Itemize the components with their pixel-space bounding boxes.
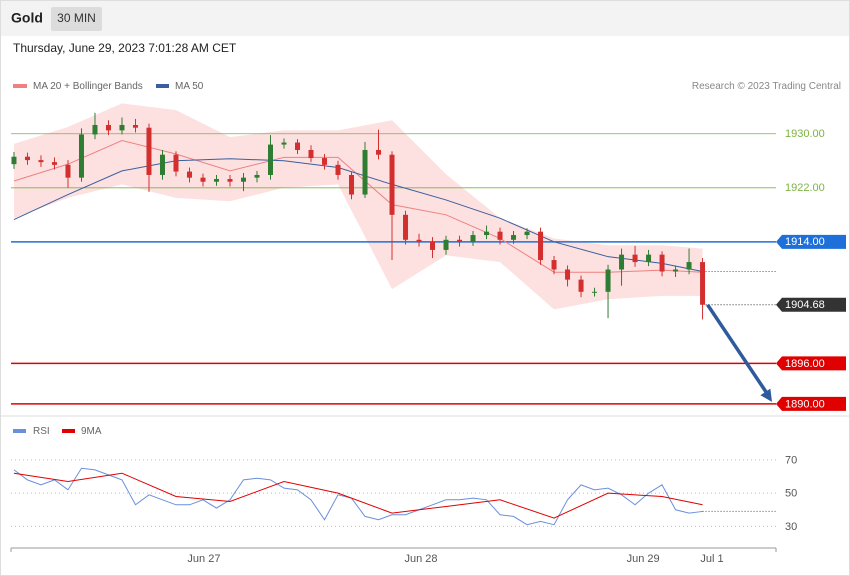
candle-body [146,127,152,175]
candle-body [646,254,652,263]
candle-body [92,124,98,135]
candle-body [565,269,571,280]
candle-body [295,142,301,150]
candle-body [592,291,598,293]
candle-body [78,134,84,178]
candle-body [632,254,638,263]
level-tag [776,234,846,249]
interval-label[interactable]: 30 MIN [57,11,96,25]
candle-body [484,231,490,236]
candle-body [254,174,260,178]
last-price-label: 1904.68 [785,299,825,311]
x-tick-label: Jul 1 [700,553,723,565]
candle-body [105,124,111,131]
interval-button[interactable] [51,7,102,31]
header-bar [1,1,849,36]
legend-swatch [13,84,27,88]
candle-body [349,174,355,195]
candle-body [240,177,246,182]
candle-body [132,124,138,128]
forecast-arrow-head [760,388,772,402]
candle-body [389,154,395,215]
candle-body [403,214,409,240]
candle-body [200,177,206,182]
legend-label: MA 50 [175,81,204,92]
candle-body [578,279,584,292]
candle-body [619,254,625,270]
legend-swatch [62,429,75,433]
candle-body [227,179,233,182]
candle-body [538,231,544,261]
indicator-line [13,472,703,519]
y-tick-label: 70 [785,454,797,466]
candle-body [700,262,706,305]
level-label: 1896.00 [785,358,825,370]
y-tick-label: 30 [785,521,797,533]
candle-body [470,235,476,242]
candle-body [457,239,463,242]
legend-swatch [13,429,26,433]
candle-body [186,171,192,178]
legend-swatch [156,84,169,88]
candle-body [605,269,611,292]
x-tick-label: Jun 28 [405,553,438,565]
candle-body [159,154,165,175]
candle-body [281,142,287,145]
candle-body [213,179,219,182]
candle-body [511,235,517,240]
candle-body [673,269,679,272]
candle-body [38,160,44,163]
candle-body [335,164,341,175]
x-tick-label: Jun 27 [187,553,220,565]
candle-body [524,231,530,236]
forecast-arrow [706,303,770,396]
candle-body [308,149,314,159]
candle-body [416,239,422,242]
candle-body [322,158,328,165]
level-label: 1890.00 [785,398,825,410]
candle-body [119,124,125,131]
attribution: Research © 2023 Trading Central [692,81,841,92]
level-tag [776,356,846,371]
candle-body [24,156,30,161]
level-label: 1922.00 [785,182,825,194]
instrument-title: Gold [11,10,43,26]
candle-body [659,254,665,272]
legend-label: 9MA [81,426,102,437]
candle-body [173,154,179,172]
timestamp: Thursday, June 29, 2023 7:01:28 AM CET [13,41,237,55]
candle-body [376,149,382,155]
candle-body [686,262,692,270]
candle-body [268,144,274,175]
candle-body [497,231,503,240]
candle-body [443,239,449,250]
candle-body [65,164,71,178]
candle-body [551,260,557,270]
candle-body [362,149,368,195]
x-tick-label: Jun 29 [627,553,660,565]
y-tick-label: 50 [785,488,797,500]
level-label: 1914.00 [785,236,825,248]
candle-body [11,156,17,165]
level-tag [776,396,846,411]
candle-body [430,241,436,250]
last-price-tag [776,297,846,312]
indicator-line [13,467,703,526]
legend-label: MA 20 + Bollinger Bands [33,81,143,92]
legend-label: RSI [33,426,50,437]
level-label: 1930.00 [785,128,825,140]
candle-body [51,162,57,165]
